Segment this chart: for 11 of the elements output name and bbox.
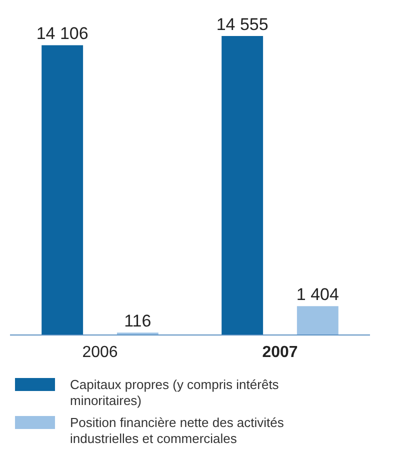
bar xyxy=(222,36,264,335)
x-tick-label: 2007 xyxy=(262,344,298,361)
legend-label: Capitaux propres (y compris intérêts minoritaires) xyxy=(70,377,280,408)
data-label: 1 404 xyxy=(296,285,339,304)
bar xyxy=(42,45,84,335)
bar xyxy=(296,306,338,335)
data-label: 14 555 xyxy=(216,15,268,34)
legend-label: Position financière nette des activités industrielles et commerciales xyxy=(70,415,284,446)
x-tick-label: 2006 xyxy=(82,344,118,361)
data-label: 14 106 xyxy=(36,24,88,44)
data-label: 116 xyxy=(124,312,152,331)
